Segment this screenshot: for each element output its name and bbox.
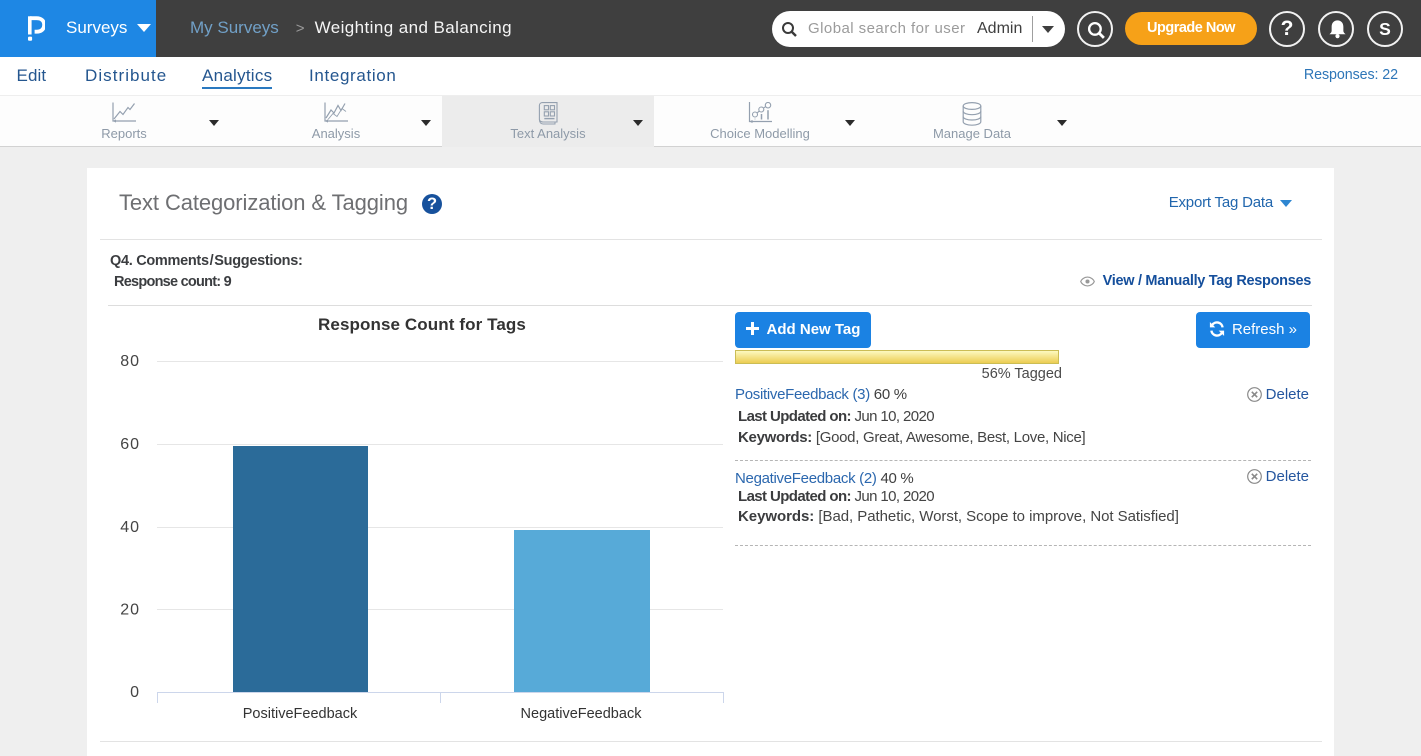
- svg-text:20: 20: [120, 602, 140, 619]
- svg-text:60: 60: [120, 436, 140, 453]
- svg-text:80: 80: [120, 353, 140, 370]
- svg-text:0: 0: [130, 684, 140, 701]
- svg-text:PositiveFeedback: PositiveFeedback: [243, 706, 358, 722]
- svg-text:NegativeFeedback: NegativeFeedback: [521, 706, 643, 722]
- svg-text:40: 40: [120, 519, 140, 536]
- svg-text:Response Count for Tags: Response Count for Tags: [318, 315, 526, 334]
